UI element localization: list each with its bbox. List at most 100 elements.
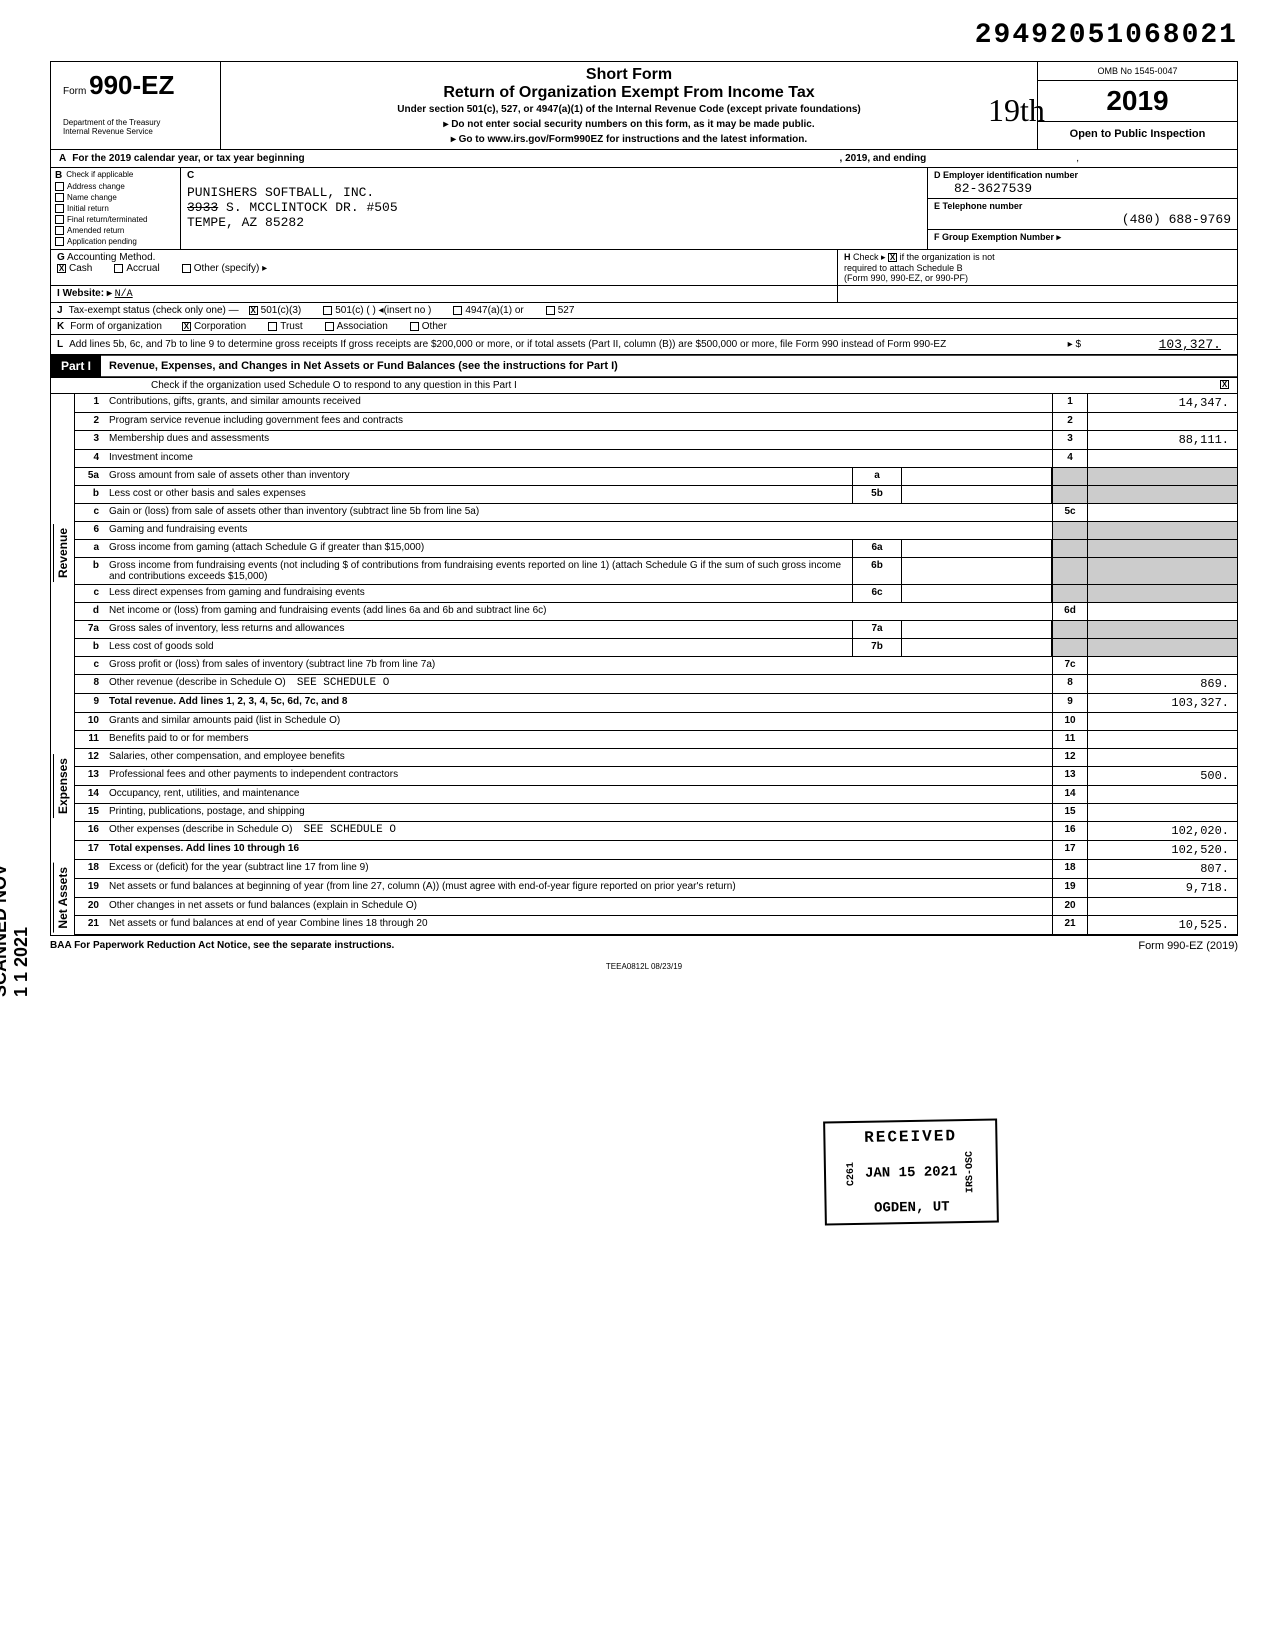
section-bcdef: BCheck if applicable Address changeName …	[50, 168, 1238, 250]
right-col: D Employer identification number 82-3627…	[927, 168, 1237, 249]
table-row: 9Total revenue. Add lines 1, 2, 3, 4, 5c…	[75, 694, 1238, 713]
total-val	[1087, 898, 1237, 915]
line-desc: Investment income	[105, 450, 1052, 467]
total-num: 9	[1052, 694, 1087, 712]
total-num: 17	[1052, 841, 1087, 859]
label-j: J	[57, 305, 63, 316]
label-b: B	[55, 170, 62, 181]
option-checkbox[interactable]	[182, 264, 191, 273]
line-desc: Excess or (deficit) for the year (subtra…	[105, 860, 1052, 878]
total-val-grey	[1087, 486, 1237, 503]
option-checkbox[interactable]	[114, 264, 123, 273]
line-desc: Gross amount from sale of assets other t…	[105, 468, 852, 485]
line-g: G Accounting Method. CashAccrualOther (s…	[51, 250, 837, 285]
total-val: 14,347.	[1087, 394, 1237, 412]
table-row: 18Excess or (deficit) for the year (subt…	[75, 860, 1238, 879]
total-val-grey	[1087, 540, 1237, 557]
checkbox[interactable]	[55, 215, 64, 224]
option-checkbox[interactable]	[546, 306, 555, 315]
line-desc: Gross income from gaming (attach Schedul…	[105, 540, 852, 557]
line-desc: Professional fees and other payments to …	[105, 767, 1052, 785]
total-val-grey	[1087, 468, 1237, 485]
line-num: 20	[75, 898, 105, 915]
total-num: 5c	[1052, 504, 1087, 521]
line-num: 6	[75, 522, 105, 539]
option-label: Accrual	[126, 263, 159, 274]
line-desc: Contributions, gifts, grants, and simila…	[105, 394, 1052, 412]
check-label: Initial return	[67, 204, 109, 213]
line-desc: Gross sales of inventory, less returns a…	[105, 621, 852, 638]
option-checkbox[interactable]	[182, 322, 191, 331]
h-checkbox[interactable]	[888, 253, 897, 262]
total-val: 807.	[1087, 860, 1237, 878]
total-num-grey	[1052, 540, 1087, 557]
sub-val	[902, 558, 1052, 584]
year-box: OMB No 1545-0047 2019 Open to Public Ins…	[1037, 62, 1237, 149]
stamp-code2: IRS-OSC	[965, 1151, 977, 1193]
addr-rest: S. MCCLINTOCK DR. #505	[226, 200, 398, 215]
table-row: 14Occupancy, rent, utilities, and mainte…	[75, 786, 1238, 804]
total-val	[1087, 603, 1237, 620]
option-checkbox[interactable]	[268, 322, 277, 331]
check-label: Application pending	[67, 237, 137, 246]
option-label: Trust	[280, 321, 302, 332]
revenue-section: Revenue 1Contributions, gifts, grants, a…	[50, 394, 1238, 713]
checkbox[interactable]	[55, 226, 64, 235]
line-num: d	[75, 603, 105, 620]
stamp-date: JAN 15 2021	[864, 1164, 957, 1182]
option-label: Association	[337, 321, 388, 332]
option-checkbox[interactable]	[249, 306, 258, 315]
i-value: N/A	[115, 289, 133, 300]
footer-code: TEEA0812L 08/23/19	[50, 956, 1238, 977]
total-num: 4	[1052, 450, 1087, 467]
sub-val	[902, 486, 1052, 503]
table-row: 16Other expenses (describe in Schedule O…	[75, 822, 1238, 841]
line-desc: Occupancy, rent, utilities, and maintena…	[105, 786, 1052, 803]
checkbox[interactable]	[55, 193, 64, 202]
revenue-side-text: Revenue	[53, 524, 72, 582]
option-label: Cash	[69, 263, 92, 274]
total-val: 103,327.	[1087, 694, 1237, 712]
total-val-grey	[1087, 639, 1237, 656]
total-num: 14	[1052, 786, 1087, 803]
form-id-box: Form 990-EZ Department of the Treasury I…	[51, 62, 221, 149]
line-h: H Check ▸ if the organization is not req…	[837, 250, 1237, 285]
checkbox[interactable]	[55, 237, 64, 246]
line-num: 12	[75, 749, 105, 766]
total-val: 88,111.	[1087, 431, 1237, 449]
option-checkbox[interactable]	[57, 264, 66, 273]
k-text: Form of organization	[70, 321, 162, 332]
sub-box: 6a	[852, 540, 902, 557]
option-checkbox[interactable]	[323, 306, 332, 315]
sub-val	[902, 468, 1052, 485]
total-val-grey	[1087, 522, 1237, 539]
ein: 82-3627539	[934, 181, 1231, 196]
option-checkbox[interactable]	[410, 322, 419, 331]
received-stamp: RECEIVED C261 JAN 15 2021 IRS-OSC OGDEN,…	[823, 1118, 999, 1225]
org-addr: 3933 S. MCCLINTOCK DR. #505	[187, 200, 921, 215]
section-c: C PUNISHERS SOFTBALL, INC. 3933 S. MCCLI…	[181, 168, 927, 249]
line-desc: Grants and similar amounts paid (list in…	[105, 713, 1052, 730]
line-num: 8	[75, 675, 105, 693]
checkbox[interactable]	[55, 204, 64, 213]
dept2: Internal Revenue Service	[63, 128, 208, 137]
total-num: 11	[1052, 731, 1087, 748]
part1-checkbox[interactable]	[1220, 380, 1229, 389]
total-val	[1087, 504, 1237, 521]
table-row: bLess cost of goods sold7b	[75, 639, 1238, 657]
checkbox[interactable]	[55, 182, 64, 191]
total-num: 21	[1052, 916, 1087, 934]
option-checkbox[interactable]	[325, 322, 334, 331]
line-num: 14	[75, 786, 105, 803]
line-num: 2	[75, 413, 105, 430]
option-label: Other	[422, 321, 447, 332]
total-num: 10	[1052, 713, 1087, 730]
check-item: Address change	[55, 181, 176, 192]
total-num: 18	[1052, 860, 1087, 878]
total-val-grey	[1087, 585, 1237, 602]
table-row: 12Salaries, other compensation, and empl…	[75, 749, 1238, 767]
table-row: 15Printing, publications, postage, and s…	[75, 804, 1238, 822]
line-num: 11	[75, 731, 105, 748]
option-checkbox[interactable]	[453, 306, 462, 315]
line-a-text: For the 2019 calendar year, or tax year …	[72, 153, 304, 164]
